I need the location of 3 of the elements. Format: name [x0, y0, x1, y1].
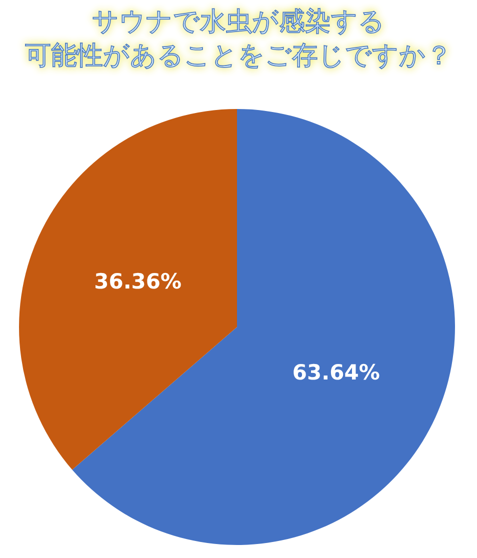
data-label: 63.64% [292, 360, 380, 384]
data-label: 36.36% [94, 270, 182, 294]
chart-title: サウナで水虫が感染する可能性があることをご存じですか？ [25, 6, 452, 70]
